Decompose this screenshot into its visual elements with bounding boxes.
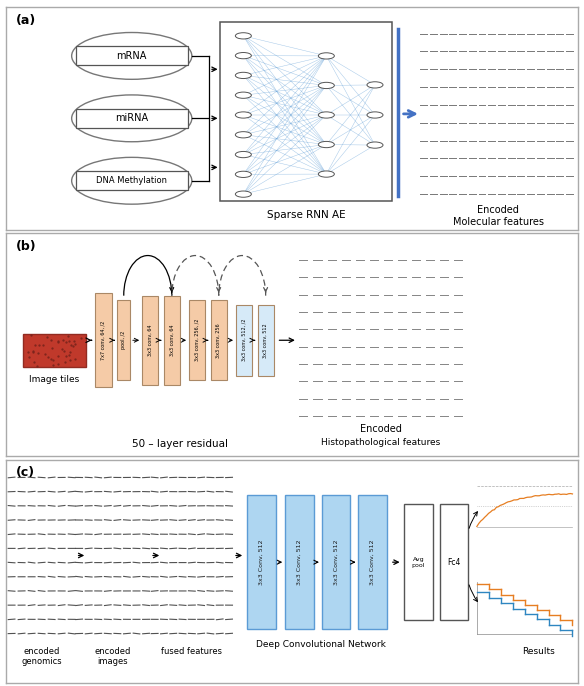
Text: Encoded: Encoded xyxy=(360,425,402,434)
Text: 7x7 conv, 64, /2: 7x7 conv, 64, /2 xyxy=(100,320,106,360)
FancyBboxPatch shape xyxy=(117,300,130,380)
Text: 3x3 conv, 512: 3x3 conv, 512 xyxy=(263,323,268,357)
Circle shape xyxy=(235,132,251,138)
FancyBboxPatch shape xyxy=(189,300,205,380)
Circle shape xyxy=(367,82,383,88)
Text: 3x3 Conv, 512: 3x3 Conv, 512 xyxy=(297,539,302,585)
Text: encoded
images: encoded images xyxy=(95,647,131,666)
FancyBboxPatch shape xyxy=(258,305,274,376)
Text: (c): (c) xyxy=(16,466,35,480)
Text: mRNA: mRNA xyxy=(117,51,147,61)
Circle shape xyxy=(235,152,251,158)
Text: miRNA: miRNA xyxy=(115,113,148,123)
Circle shape xyxy=(367,112,383,118)
Text: 3x3 Conv, 512: 3x3 Conv, 512 xyxy=(370,539,375,585)
Text: Molecular features: Molecular features xyxy=(453,217,544,227)
FancyBboxPatch shape xyxy=(76,47,187,65)
Text: Avg
pool: Avg pool xyxy=(412,557,425,567)
FancyBboxPatch shape xyxy=(23,333,86,367)
Text: Image tiles: Image tiles xyxy=(29,375,79,383)
FancyBboxPatch shape xyxy=(76,172,187,190)
Circle shape xyxy=(318,53,335,59)
FancyBboxPatch shape xyxy=(221,23,392,201)
FancyBboxPatch shape xyxy=(359,495,387,629)
FancyBboxPatch shape xyxy=(164,296,180,385)
FancyBboxPatch shape xyxy=(142,296,158,385)
FancyBboxPatch shape xyxy=(211,300,227,380)
Circle shape xyxy=(367,142,383,148)
FancyBboxPatch shape xyxy=(322,495,350,629)
Circle shape xyxy=(235,92,251,98)
FancyBboxPatch shape xyxy=(248,495,276,629)
FancyBboxPatch shape xyxy=(76,109,187,128)
Text: 3x3 conv, 256, /2: 3x3 conv, 256, /2 xyxy=(194,319,200,362)
Circle shape xyxy=(318,82,335,88)
FancyBboxPatch shape xyxy=(236,305,252,376)
Text: DNA Methylation: DNA Methylation xyxy=(96,176,167,185)
FancyBboxPatch shape xyxy=(95,294,112,387)
Text: Encoded: Encoded xyxy=(477,204,519,215)
Text: 3x3 Conv, 512: 3x3 Conv, 512 xyxy=(259,539,264,585)
Text: 3x3 conv, 512, /2: 3x3 conv, 512, /2 xyxy=(241,319,246,362)
Text: Deep Convolutional Network: Deep Convolutional Network xyxy=(256,640,385,649)
Text: 50 – layer residual: 50 – layer residual xyxy=(133,439,228,449)
Text: 3x3 Conv, 512: 3x3 Conv, 512 xyxy=(333,539,339,585)
Circle shape xyxy=(318,141,335,147)
Text: Histopathological features: Histopathological features xyxy=(321,438,440,447)
Circle shape xyxy=(235,33,251,39)
Circle shape xyxy=(235,191,251,198)
Text: (a): (a) xyxy=(16,14,36,27)
Text: pool, /2: pool, /2 xyxy=(121,331,126,349)
Circle shape xyxy=(318,112,335,118)
Text: (b): (b) xyxy=(16,240,37,253)
FancyBboxPatch shape xyxy=(404,504,433,620)
Text: Fc4: Fc4 xyxy=(447,558,461,567)
Text: Results: Results xyxy=(522,647,554,656)
Text: 3x3 conv, 256: 3x3 conv, 256 xyxy=(216,323,221,357)
Circle shape xyxy=(235,172,251,178)
Text: 3x3 conv, 64: 3x3 conv, 64 xyxy=(148,324,152,356)
Text: fused features: fused features xyxy=(161,647,223,656)
FancyBboxPatch shape xyxy=(285,495,314,629)
FancyBboxPatch shape xyxy=(440,504,468,620)
Text: encoded
genomics: encoded genomics xyxy=(21,647,62,666)
Circle shape xyxy=(235,112,251,118)
Text: 3x3 conv, 64: 3x3 conv, 64 xyxy=(169,324,174,356)
Text: Sparse RNN AE: Sparse RNN AE xyxy=(267,211,346,220)
Circle shape xyxy=(235,72,251,78)
Circle shape xyxy=(318,171,335,177)
Circle shape xyxy=(235,53,251,59)
